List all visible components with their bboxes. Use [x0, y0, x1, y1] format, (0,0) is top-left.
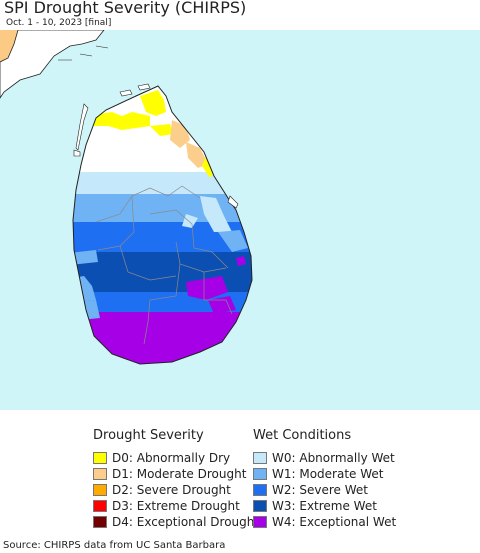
legend-label-w4: W4: Exceptional Wet — [272, 515, 397, 529]
india-mainland — [0, 30, 109, 99]
legend-label-d0: D0: Abnormally Dry — [112, 451, 231, 465]
legend-item-w0: W0: Abnormally Wet — [253, 450, 395, 466]
drought-legend: Drought Severity D0: Abnormally Dry D1: … — [93, 428, 259, 530]
wet-legend-heading: Wet Conditions — [253, 428, 352, 443]
offshore-islands — [73, 83, 239, 209]
map-title: SPI Drought Severity (CHIRPS) — [4, 0, 247, 17]
legend-label-d2: D2: Severe Drought — [112, 483, 231, 497]
legend-item-d3: D3: Extreme Drought — [93, 498, 240, 514]
legend-swatch-w2 — [253, 484, 267, 496]
legend-label-d4: D4: Exceptional Drought — [112, 515, 260, 529]
legend-label-w1: W1: Moderate Wet — [272, 467, 384, 481]
legend-label-w3: W3: Extreme Wet — [272, 499, 377, 513]
legend-item-d1: D1: Moderate Drought — [93, 466, 246, 482]
legend-item-d4: D4: Exceptional Drought — [93, 514, 259, 530]
legend-item-d2: D2: Severe Drought — [93, 482, 231, 498]
title-block: SPI Drought Severity (CHIRPS) Oct. 1 - 1… — [0, 0, 480, 30]
source-credit: Source: CHIRPS data from UC Santa Barbar… — [3, 540, 226, 551]
map-subtitle: Oct. 1 - 10, 2023 [final] — [6, 18, 112, 28]
legend-swatch-d3 — [93, 500, 107, 512]
legend-swatch-w1 — [253, 468, 267, 480]
island-coastline — [72, 85, 253, 365]
map-area — [0, 30, 480, 410]
legend-swatch-w4 — [253, 516, 267, 528]
legend-item-w2: W2: Severe Wet — [253, 482, 368, 498]
sri-lanka-island — [73, 86, 252, 364]
legend-item-d0: D0: Abnormally Dry — [93, 450, 230, 466]
drought-legend-heading: Drought Severity — [93, 428, 204, 443]
legend-swatch-d2 — [93, 484, 107, 496]
province-boundaries — [95, 185, 233, 345]
legend-label-d3: D3: Extreme Drought — [112, 499, 240, 513]
legend-swatch-w3 — [253, 500, 267, 512]
legend-label-w2: W2: Severe Wet — [272, 483, 368, 497]
wet-legend: Wet Conditions W0: Abnormally Wet W1: Mo… — [253, 428, 396, 530]
legend: Drought Severity D0: Abnormally Dry D1: … — [0, 410, 480, 535]
legend-item-w1: W1: Moderate Wet — [253, 466, 384, 482]
legend-label-w0: W0: Abnormally Wet — [272, 451, 395, 465]
legend-label-d1: D1: Moderate Drought — [112, 467, 247, 481]
legend-item-w4: W4: Exceptional Wet — [253, 514, 396, 530]
legend-swatch-w0 — [253, 452, 267, 464]
legend-swatch-d0 — [93, 452, 107, 464]
legend-swatch-d4 — [93, 516, 107, 528]
legend-swatch-d1 — [93, 468, 107, 480]
map-canvas — [0, 30, 480, 410]
legend-item-w3: W3: Extreme Wet — [253, 498, 377, 514]
